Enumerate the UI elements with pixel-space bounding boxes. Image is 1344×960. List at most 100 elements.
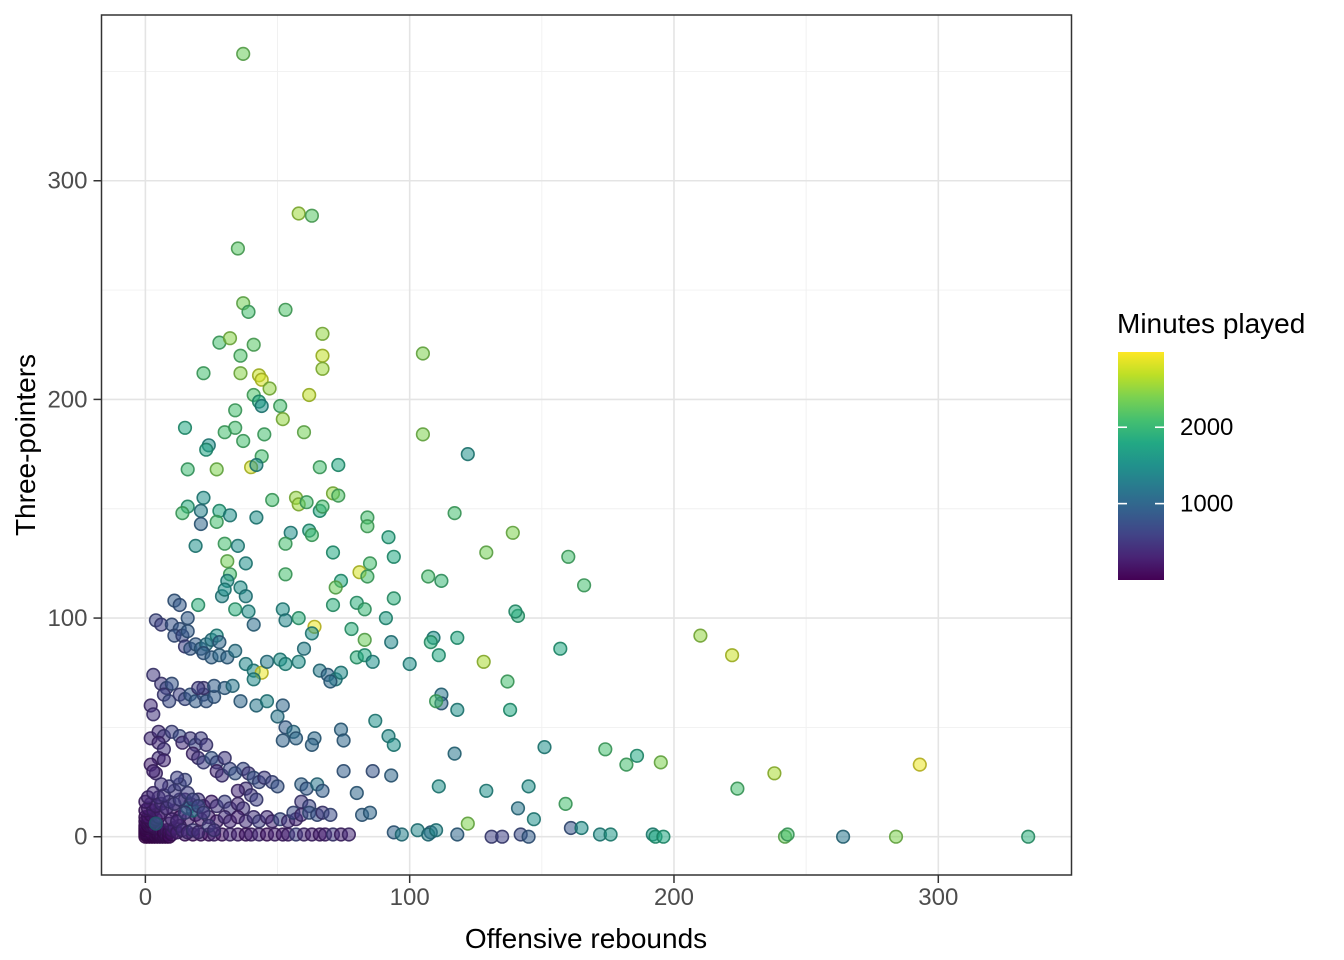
data-point <box>296 425 312 440</box>
data-point <box>360 519 375 534</box>
data-point <box>447 746 462 761</box>
data-point <box>336 733 351 748</box>
data-point <box>558 796 573 812</box>
data-point <box>220 554 235 569</box>
data-point <box>249 792 264 807</box>
data-point <box>291 610 306 626</box>
data-point <box>146 707 161 722</box>
data-point <box>362 556 378 571</box>
y-tick-label: 200 <box>47 386 87 413</box>
data-point <box>315 783 330 798</box>
data-point <box>394 827 409 842</box>
data-point <box>233 694 248 709</box>
data-point <box>291 206 306 221</box>
data-point <box>146 763 161 779</box>
data-point <box>207 823 222 838</box>
data-point <box>730 781 745 796</box>
data-point <box>296 641 312 656</box>
data-point <box>386 549 401 564</box>
data-point <box>431 648 446 663</box>
data-point <box>217 536 232 551</box>
data-point <box>191 680 206 696</box>
data-point <box>196 805 211 820</box>
y-tick-label: 300 <box>47 168 87 195</box>
data-point <box>323 674 338 689</box>
data-point <box>315 361 330 376</box>
data-point <box>653 755 668 770</box>
data-point <box>888 829 904 844</box>
data-point <box>172 597 187 613</box>
data-point <box>341 827 357 842</box>
data-point <box>148 816 163 831</box>
data-point <box>270 779 285 794</box>
data-point <box>505 525 520 540</box>
data-point <box>495 829 510 844</box>
data-point <box>222 508 238 523</box>
data-point <box>228 643 243 659</box>
data-point <box>228 403 243 418</box>
data-point <box>170 770 185 785</box>
data-point <box>331 488 346 503</box>
data-point <box>302 387 317 403</box>
data-point <box>278 567 293 582</box>
data-point <box>386 591 401 606</box>
data-point <box>270 709 285 724</box>
data-point <box>479 783 494 798</box>
data-point <box>510 801 526 816</box>
y-axis-title: Three-pointers <box>10 353 41 537</box>
gridlines <box>101 15 1072 875</box>
data-point <box>241 604 256 619</box>
data-point <box>561 549 576 564</box>
data-point <box>325 597 341 613</box>
data-point <box>233 348 248 363</box>
y-tick-label: 0 <box>74 824 87 851</box>
data-point <box>278 536 293 551</box>
data-point <box>249 457 264 473</box>
data-point <box>368 713 383 728</box>
data-point <box>349 785 364 801</box>
data-point <box>434 573 449 589</box>
data-point <box>336 763 351 779</box>
data-point <box>312 460 327 475</box>
axis-ticks: 0 100 200 300 0 100 200 300 <box>47 168 958 911</box>
data-point <box>912 757 927 772</box>
data-point <box>526 812 542 827</box>
data-point <box>209 514 224 530</box>
data-point <box>278 656 293 672</box>
data-point <box>304 208 320 223</box>
data-point <box>378 610 394 626</box>
data-point <box>228 420 243 435</box>
data-point <box>381 530 396 545</box>
data-point <box>331 457 346 473</box>
data-point <box>249 510 264 525</box>
data-point <box>656 829 671 844</box>
data-point <box>238 589 253 604</box>
data-point <box>402 656 417 672</box>
data-point <box>254 398 269 414</box>
data-point <box>196 366 211 381</box>
data-point <box>228 602 243 617</box>
data-point <box>259 654 275 669</box>
data-point <box>767 766 782 781</box>
data-point <box>191 825 206 840</box>
data-point <box>212 634 227 650</box>
legend-tick-label: 1000 <box>1180 491 1233 518</box>
data-point <box>429 823 444 838</box>
data-point <box>315 326 330 341</box>
data-point <box>344 621 359 637</box>
data-point <box>476 654 491 669</box>
x-tick-label: 200 <box>654 884 694 911</box>
data-point <box>304 626 320 641</box>
data-point <box>265 492 280 508</box>
data-point <box>357 602 372 617</box>
data-point <box>246 617 261 632</box>
data-point <box>180 610 195 626</box>
data-point <box>415 346 431 361</box>
data-point <box>421 569 436 584</box>
data-point <box>315 348 330 363</box>
data-point <box>278 613 293 628</box>
y-tick-label: 100 <box>47 605 87 632</box>
data-point <box>259 694 275 709</box>
data-point <box>230 783 245 798</box>
data-point <box>503 702 518 718</box>
